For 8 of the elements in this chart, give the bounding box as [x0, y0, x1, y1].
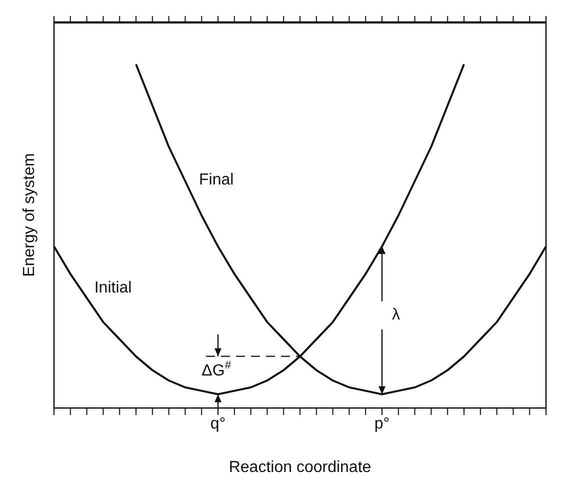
x-axis-title: Reaction coordinate	[228, 459, 372, 476]
annotation: ΔG$^{#}$	[202, 359, 232, 380]
annotation: Final	[199, 171, 234, 188]
x-tick-label: p°	[374, 415, 390, 432]
annotation: λ	[392, 306, 400, 324]
y-axis-title: Energy of system	[21, 153, 39, 277]
annotation: Initial	[94, 280, 132, 297]
x-tick-label: q°	[210, 415, 226, 432]
